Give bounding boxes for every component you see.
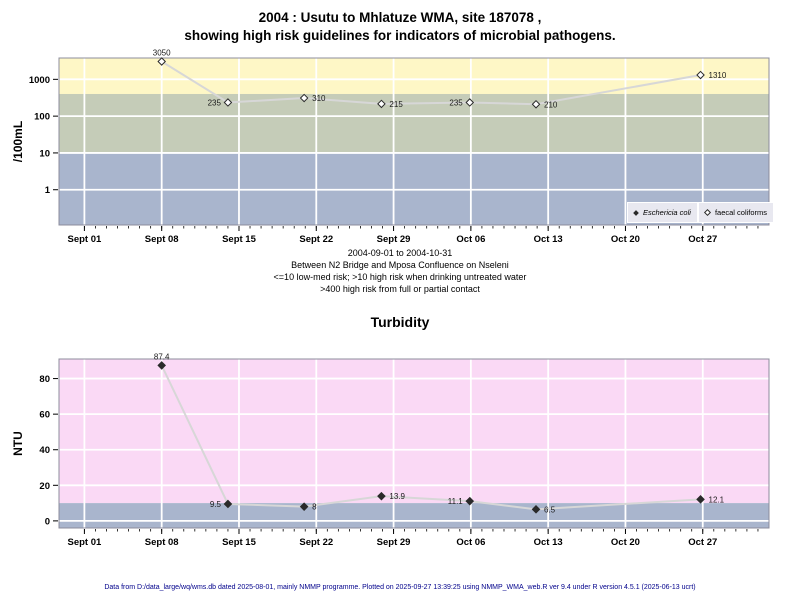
plot-border [58, 57, 770, 226]
x-tick-label: Oct 06 [456, 234, 485, 245]
x-tick-label: Oct 06 [456, 537, 485, 548]
data-point-marker [465, 98, 475, 107]
risk-band-below-guideline [59, 503, 769, 528]
y-tick-label: 100 [34, 112, 50, 123]
open-diamond-icon [703, 208, 711, 217]
chart-1: 0 20 40 60 80 Sept 01 Sept 08 Sept 15 Sept 22 Sep… [11, 352, 770, 548]
x-tick-label: Sept 15 [222, 537, 257, 548]
data-point-marker [696, 70, 705, 80]
subtitle-risk-note-1: <=10 low-med risk; >10 high risk when dr… [273, 272, 527, 282]
x-tick-label: Oct 27 [688, 537, 717, 548]
point-label: 12.1 [709, 495, 725, 504]
title-line-2: showing high risk guidelines for indicat… [184, 28, 616, 43]
data-point-marker [157, 361, 166, 370]
figure-title: 2004 : Usutu to Mhlatuze WMA, site 18707… [0, 9, 800, 45]
x-tick-label: Oct 20 [611, 234, 640, 245]
legend: Eschericia coli faecal coliforms [627, 202, 775, 223]
data-point-marker [377, 491, 386, 501]
data-point-marker [157, 57, 166, 66]
point-label: 6.5 [544, 505, 556, 514]
point-label: 11.1 [448, 497, 464, 506]
point-label: 235 [449, 98, 463, 107]
subtitle-date-range: 2004-09-01 to 2004-10-31 [347, 248, 453, 258]
x-tick-label: Sept 01 [67, 537, 102, 548]
turbidity-title: Turbidity [370, 314, 430, 330]
point-label: 210 [544, 100, 558, 109]
y-tick-label: 40 [39, 445, 50, 456]
x-tick-label: Sept 08 [145, 234, 179, 245]
point-label: 215 [389, 100, 403, 109]
title-line-1: 2004 : Usutu to Mhlatuze WMA, site 18707… [258, 10, 542, 25]
subtitle-location: Between N2 Bridge and Mposa Confluence o… [291, 260, 509, 270]
y-tick-label: 20 [39, 481, 50, 492]
risk-band-above-guideline [59, 359, 769, 504]
point-label: 310 [312, 94, 326, 103]
x-tick-label: Sept 08 [145, 537, 179, 548]
subtitle-risk-note-2: >400 high risk from full or partial cont… [320, 284, 480, 294]
data-point-marker [531, 99, 541, 109]
data-point-marker [465, 496, 475, 506]
point-label: 9.5 [210, 500, 222, 509]
x-tick-label: Sept 01 [67, 234, 102, 245]
point-label: 3050 [153, 49, 171, 58]
chart-0: 1 10 100 1000 Sept 01 Sept 08 Sept 15 Sept 22 Se… [11, 49, 770, 245]
y-tick-label: 60 [39, 410, 50, 421]
data-point-marker [299, 93, 309, 103]
data-point-marker [696, 495, 705, 504]
point-label: 13.9 [389, 492, 405, 501]
plot-border [58, 358, 770, 529]
x-tick-label: Sept 15 [222, 234, 257, 245]
legend-label: faecal coliforms [714, 208, 768, 217]
x-tick-label: Sept 29 [377, 537, 411, 548]
y-tick-label: 80 [39, 374, 50, 385]
data-point-marker [377, 99, 386, 109]
y-tick-label: 1 [45, 185, 51, 196]
x-tick-label: Sept 22 [299, 537, 333, 548]
point-label: 1310 [709, 71, 727, 80]
x-tick-label: Oct 13 [534, 537, 563, 548]
x-tick-label: Oct 20 [611, 537, 640, 548]
y-tick-label: 1000 [29, 75, 50, 86]
point-label: 8 [312, 503, 317, 512]
filled-diamond-icon [633, 209, 639, 216]
x-tick-label: Oct 13 [534, 234, 563, 245]
legend-item-faecal-coliforms: faecal coliforms [698, 203, 774, 222]
y-tick-label: 10 [39, 148, 50, 159]
y-axis-label: /100mL [11, 121, 25, 162]
x-tick-label: Oct 27 [688, 234, 717, 245]
data-point-marker [531, 505, 541, 514]
footer-note: Data from D:/data_large/wq/wms.db dated … [104, 584, 696, 591]
y-axis-label: NTU [11, 431, 25, 456]
legend-item-escherichia-coli: Eschericia coli [628, 203, 697, 222]
legend-label: Eschericia coli [643, 208, 691, 217]
x-tick-label: Sept 29 [377, 234, 411, 245]
x-tick-label: Sept 22 [299, 234, 333, 245]
point-label: 235 [208, 98, 222, 107]
subtitle-block: 2004-09-01 to 2004-10-31 Between N2 Brid… [0, 247, 800, 295]
data-point-marker [299, 502, 309, 511]
data-point-marker [223, 98, 233, 107]
risk-band-high-risk-full-or-partial-contact [59, 58, 769, 94]
data-point-marker [223, 499, 233, 509]
y-tick-label: 0 [45, 516, 50, 527]
point-label: 87.4 [154, 352, 170, 361]
